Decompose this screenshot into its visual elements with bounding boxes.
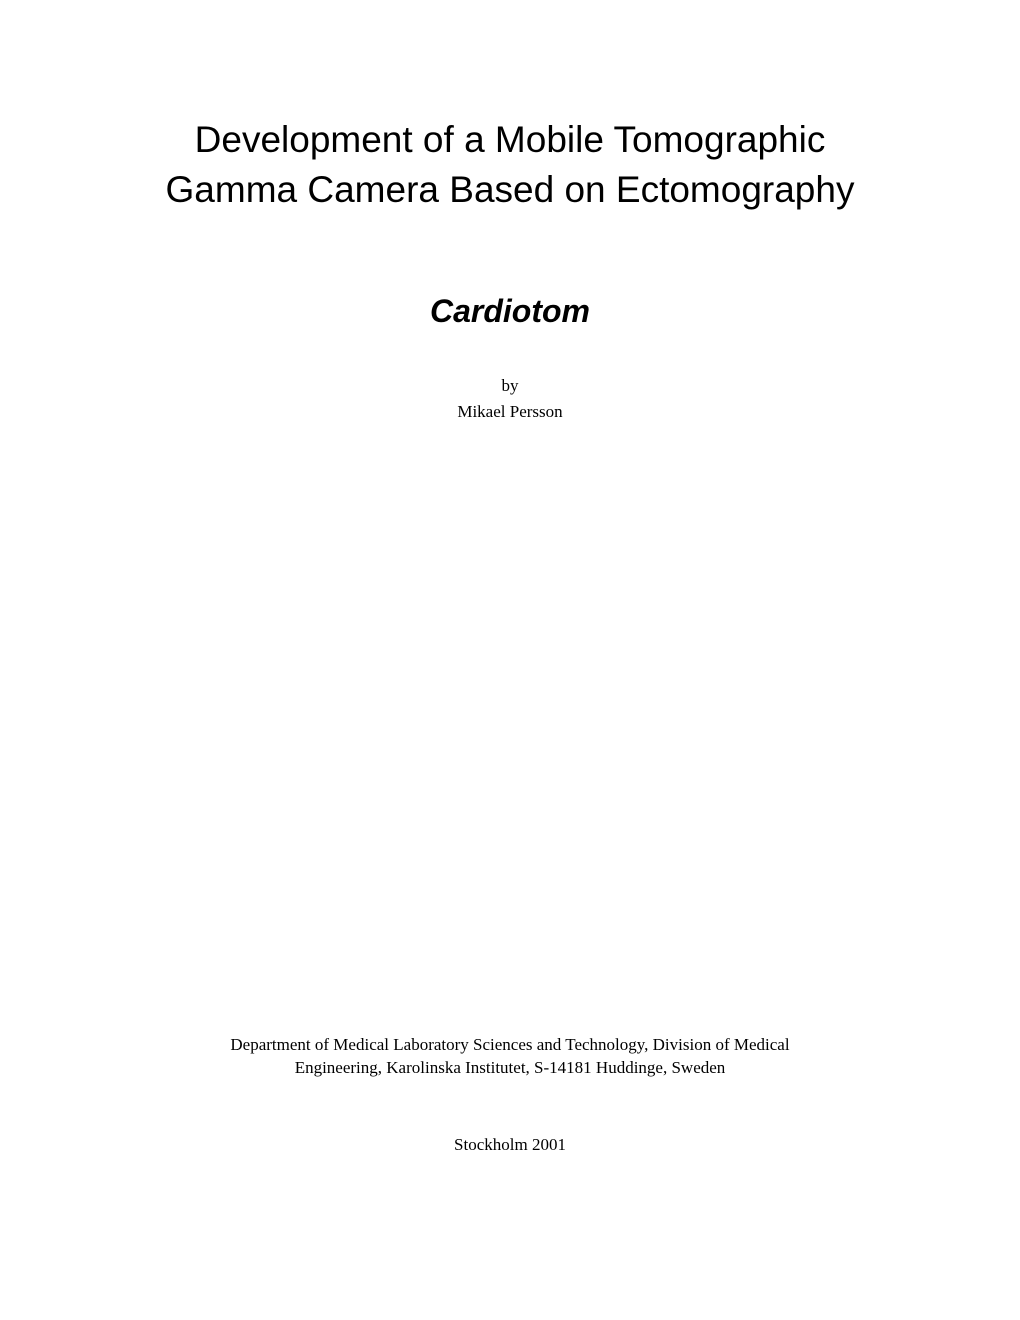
title-line-2: Gamma Camera Based on Ectomography [166, 169, 855, 210]
author-name: Mikael Persson [130, 402, 890, 422]
title-line-1: Development of a Mobile Tomographic [195, 119, 826, 160]
location-year: Stockholm 2001 [130, 1135, 890, 1155]
affiliation-block: Department of Medical Laboratory Science… [130, 1034, 890, 1080]
by-label: by [130, 376, 890, 396]
affiliation-line-2: Engineering, Karolinska Institutet, S-14… [130, 1057, 890, 1080]
title-page: Development of a Mobile Tomographic Gamm… [0, 0, 1020, 1320]
affiliation-line-1: Department of Medical Laboratory Science… [130, 1034, 890, 1057]
subtitle: Cardiotom [130, 293, 890, 330]
main-title: Development of a Mobile Tomographic Gamm… [130, 115, 890, 215]
location-block: Stockholm 2001 [130, 1135, 890, 1155]
